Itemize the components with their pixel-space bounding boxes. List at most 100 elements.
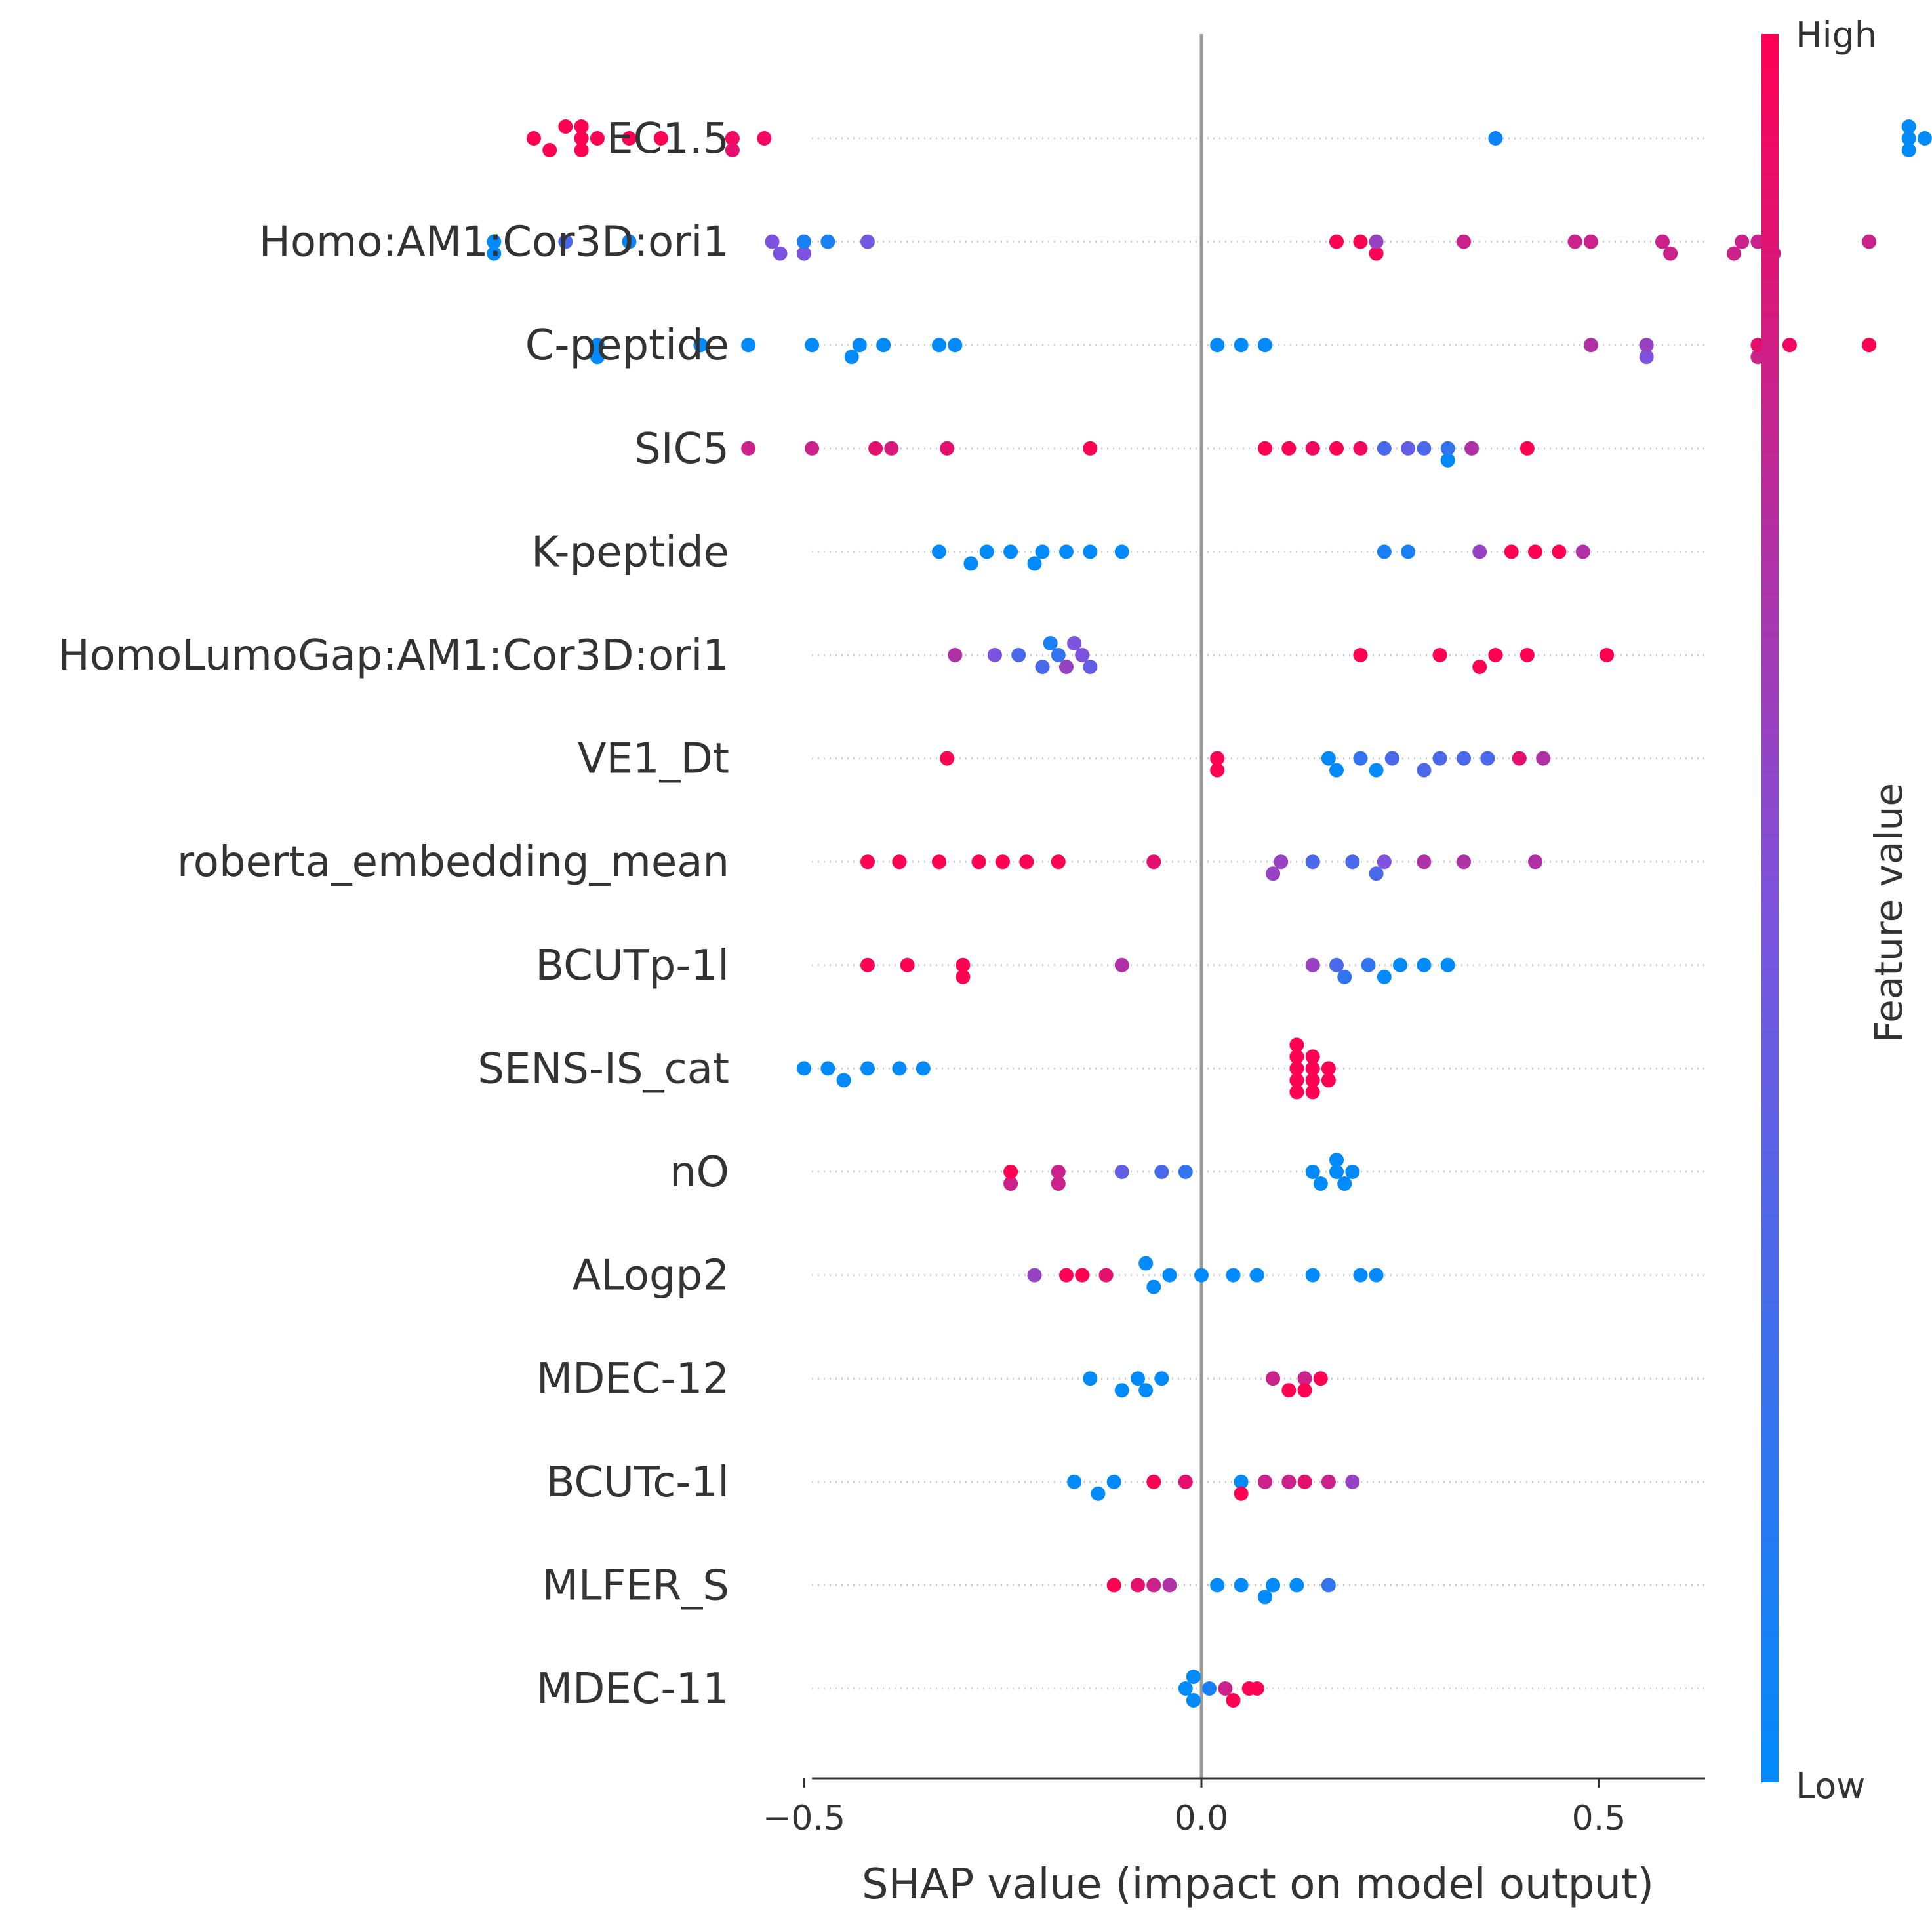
shap-point [1289, 1085, 1304, 1100]
shap-point [574, 131, 589, 146]
shap-point [1266, 1371, 1281, 1386]
shap-point [1178, 1681, 1193, 1696]
shap-point [1186, 1670, 1201, 1684]
shap-point [1249, 1681, 1264, 1696]
feature-label: ALogp2 [573, 1252, 729, 1300]
shap-point [797, 246, 811, 261]
shap-point [1337, 969, 1352, 984]
shap-point [900, 957, 915, 972]
colorbar-title: Feature value [1866, 783, 1911, 1043]
shap-point [1305, 1085, 1320, 1100]
shap-point [1528, 544, 1542, 559]
shap-point [1321, 1474, 1336, 1489]
shap-point [1369, 866, 1384, 881]
shap-point [725, 143, 740, 157]
shap-point [1369, 1268, 1384, 1283]
x-tick-label: −0.5 [763, 1799, 845, 1838]
shap-point [1083, 441, 1098, 456]
shap-point [1417, 957, 1432, 972]
shap-point [1003, 544, 1018, 559]
shap-point [622, 131, 637, 146]
shap-point [1234, 1474, 1249, 1489]
shap-point [1329, 957, 1344, 972]
feature-label: MDEC-11 [536, 1665, 729, 1713]
shap-point [1146, 1578, 1161, 1593]
shap-point [860, 1061, 875, 1076]
shap-point [940, 441, 955, 456]
shap-point [1313, 1371, 1328, 1386]
feature-label: BCUTc-1l [546, 1458, 729, 1507]
shap-point [590, 131, 605, 146]
shap-point [1750, 350, 1765, 365]
shap-point [725, 131, 740, 146]
shap-point [1329, 1165, 1344, 1179]
shap-point [1337, 1176, 1352, 1191]
shap-point [1249, 1268, 1264, 1283]
shap-point [1901, 119, 1916, 134]
shap-point [1377, 441, 1392, 456]
shap-point [1083, 660, 1098, 674]
shap-point [1305, 1268, 1320, 1283]
shap-point [1639, 338, 1654, 353]
shap-point [996, 854, 1010, 870]
shap-point [1750, 234, 1765, 249]
shap-point [1353, 1268, 1368, 1283]
shap-point [844, 350, 859, 365]
shap-point [558, 234, 573, 249]
shap-point [1059, 660, 1074, 674]
shap-point [1289, 1061, 1304, 1076]
shap-point [1639, 350, 1654, 365]
shap-point [1051, 1165, 1066, 1179]
shap-point [1305, 441, 1320, 456]
shap-point [1297, 1371, 1312, 1386]
shap-point [1114, 1383, 1129, 1398]
shap-point [1027, 556, 1042, 571]
feature-label: EC1.5 [607, 115, 729, 163]
shap-point [1067, 1474, 1082, 1489]
shap-point [1583, 234, 1598, 249]
feature-label: K-peptide [531, 528, 729, 576]
shap-point [1114, 957, 1129, 972]
shap-point [1281, 1383, 1297, 1398]
shap-point [1401, 544, 1416, 559]
shap-point [1210, 1578, 1225, 1593]
shap-point [1417, 441, 1432, 456]
shap-point [487, 234, 502, 249]
shap-point [1003, 1176, 1018, 1191]
shap-point [1289, 1037, 1304, 1052]
shap-point [1353, 441, 1368, 456]
shap-point [1655, 234, 1670, 249]
shap-point [1146, 1279, 1161, 1294]
shap-point [1178, 1165, 1193, 1179]
shap-point [1401, 441, 1416, 456]
shap-point [1472, 544, 1487, 559]
shap-point [1075, 648, 1090, 662]
shap-point [932, 854, 946, 870]
shap-point [1750, 338, 1765, 353]
shap-point [1266, 1578, 1281, 1593]
shap-point [693, 338, 708, 353]
shap-point [1862, 338, 1877, 353]
shap-point [1003, 1165, 1018, 1179]
feature-label: MLFER_S [542, 1561, 729, 1610]
shap-point [948, 648, 963, 662]
shap-point [1305, 1073, 1320, 1088]
shap-point [1782, 338, 1797, 353]
shap-point [1457, 751, 1471, 766]
shap-point [1234, 1486, 1249, 1501]
shap-point [1083, 544, 1098, 559]
shap-point [1035, 544, 1050, 559]
shap-point [1417, 854, 1432, 870]
shap-point [1162, 1578, 1177, 1593]
feature-label: VE1_Dt [578, 735, 729, 784]
shap-point [1019, 854, 1034, 870]
shap-point [1186, 1693, 1201, 1708]
feature-label: Homo:AM1:Cor3D:ori1 [259, 218, 729, 267]
shap-point [1735, 234, 1750, 249]
shap-point [1663, 246, 1678, 261]
feature-label: BCUTp-1l [535, 942, 729, 990]
shap-point [1059, 544, 1074, 559]
shap-point [741, 338, 756, 353]
shap-point [1504, 544, 1519, 559]
